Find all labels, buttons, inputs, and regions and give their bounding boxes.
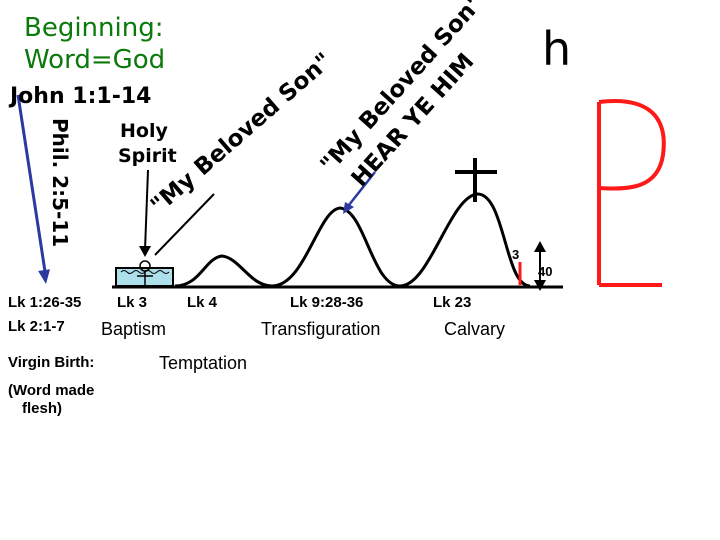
- ref-lk-4: Lk 4: [187, 294, 218, 311]
- title-line1: Beginning:: [24, 13, 164, 43]
- label-calvary: Calvary: [444, 319, 506, 339]
- title-line2: Word=God: [24, 45, 166, 75]
- john-reference: John 1:1-14: [10, 84, 152, 109]
- label-virgin-birth: Virgin Birth:: [8, 354, 95, 371]
- big-p-bowl: [598, 99, 666, 191]
- word-made-flesh-line1: (Word made: [8, 382, 95, 399]
- phil-reference: Phil. 2:5-11: [48, 118, 72, 248]
- transfiguration-hill: [271, 206, 401, 288]
- ref-lk-23: Lk 23: [433, 294, 472, 311]
- number-40: 40: [538, 264, 553, 279]
- letter-h: h: [542, 22, 572, 76]
- ref-lk-1-26: Lk 1:26-35: [8, 294, 82, 311]
- transfig-voice-arrow: [344, 171, 376, 211]
- baptism-voice-arrow: [154, 193, 215, 256]
- number-3: 3: [512, 247, 520, 262]
- label-baptism: Baptism: [101, 319, 167, 339]
- ref-lk-2-1: Lk 2:1-7: [8, 318, 65, 335]
- word-made-flesh-line2: flesh): [22, 400, 63, 417]
- label-transfiguration: Transfiguration: [261, 319, 381, 339]
- spirit-arrow: [144, 169, 149, 251]
- ref-lk-3: Lk 3: [117, 294, 148, 311]
- holy-spirit-line1: Holy: [120, 120, 168, 142]
- temptation-hill: [174, 254, 273, 288]
- phil-arrow: [16, 94, 48, 279]
- label-temptation: Temptation: [159, 353, 248, 373]
- calvary-hill: [399, 192, 531, 288]
- ref-lk-9: Lk 9:28-36: [290, 294, 364, 311]
- holy-spirit-line2: Spirit: [118, 145, 177, 167]
